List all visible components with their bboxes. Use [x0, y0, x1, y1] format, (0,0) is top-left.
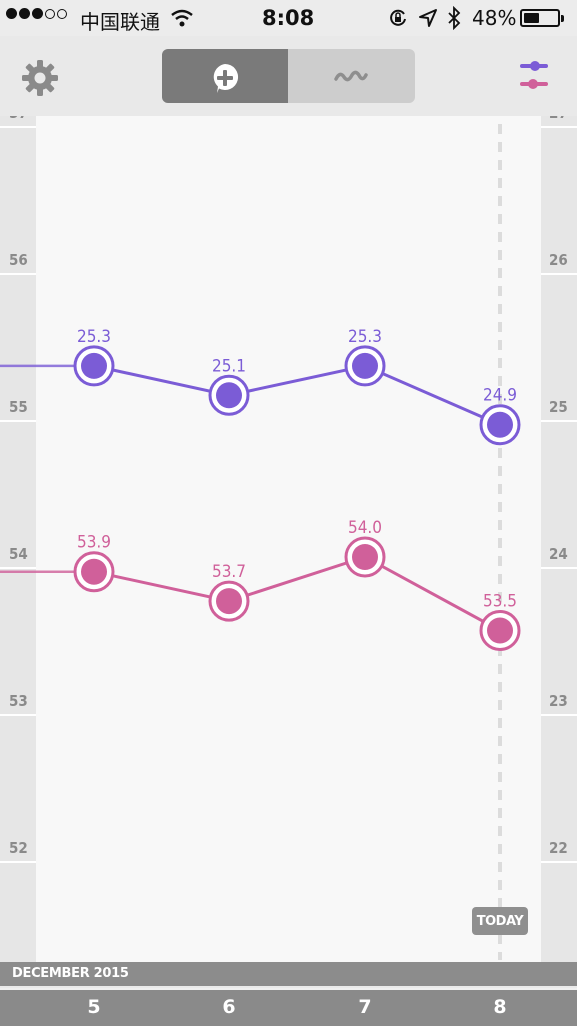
data-label: 53.7	[212, 562, 246, 582]
add-entry-tab[interactable]	[162, 49, 288, 103]
month-header: DECEMBER 2015	[0, 962, 577, 986]
data-point	[216, 588, 242, 615]
battery-percent: 48%	[472, 6, 517, 30]
left-axis-tick: 56	[9, 251, 28, 269]
day-label[interactable]: 5	[87, 996, 101, 1018]
day-label[interactable]: 7	[358, 996, 372, 1018]
data-point	[216, 382, 242, 409]
data-label: 24.9	[483, 386, 517, 406]
left-axis-tick: 55	[9, 398, 28, 416]
rotation-lock-icon	[390, 9, 406, 26]
data-point	[81, 352, 107, 379]
wave-graph-icon	[334, 70, 368, 82]
clock-time: 8:08	[262, 6, 315, 30]
data-label: 54.0	[348, 518, 382, 538]
gear-icon[interactable]	[20, 58, 60, 98]
add-entry-icon	[213, 63, 239, 93]
series-filter-icon[interactable]	[518, 58, 550, 94]
graph-tab[interactable]	[288, 49, 415, 103]
data-label: 25.1	[212, 356, 246, 376]
day-label[interactable]: 6	[222, 996, 236, 1018]
left-axis-tick: 52	[9, 839, 28, 857]
bluetooth-icon	[448, 6, 461, 30]
left-axis-tick: 53	[9, 692, 28, 710]
data-point	[81, 558, 107, 585]
location-arrow-icon	[419, 9, 437, 27]
day-axis: 5 6 7 8	[0, 988, 577, 1026]
left-axis-strip	[0, 116, 36, 962]
view-segmented-control	[162, 49, 415, 103]
right-axis-tick: 24	[549, 545, 568, 563]
data-label: 25.3	[348, 327, 382, 347]
wifi-icon	[171, 9, 193, 27]
today-button[interactable]: TODAY	[472, 907, 528, 935]
day-label[interactable]: 8	[493, 996, 507, 1018]
series-line	[93, 555, 501, 632]
right-axis-tick: 27	[549, 116, 568, 122]
data-label: 53.5	[483, 592, 517, 612]
data-point	[487, 411, 513, 438]
right-axis-tick: 23	[549, 692, 568, 710]
left-axis-tick: 54	[9, 545, 28, 563]
status-bar: 中国联通 8:08 48%	[0, 0, 577, 36]
series-line	[93, 364, 501, 427]
battery-icon	[520, 9, 564, 27]
right-axis-tick: 26	[549, 251, 568, 269]
data-point	[487, 617, 513, 644]
data-label: 53.9	[77, 533, 111, 553]
right-axis-strip	[541, 116, 577, 962]
data-point	[352, 544, 378, 570]
left-axis-tick: 57	[9, 116, 28, 122]
signal-strength-icon	[6, 8, 67, 19]
data-point	[352, 352, 378, 379]
month-label: DECEMBER 2015	[12, 966, 129, 981]
right-axis-tick: 25	[549, 398, 568, 416]
data-label: 25.3	[77, 327, 111, 347]
right-axis-tick: 22	[549, 839, 568, 857]
carrier-name: 中国联通	[80, 10, 160, 34]
chart-plot-area[interactable]	[36, 116, 541, 962]
